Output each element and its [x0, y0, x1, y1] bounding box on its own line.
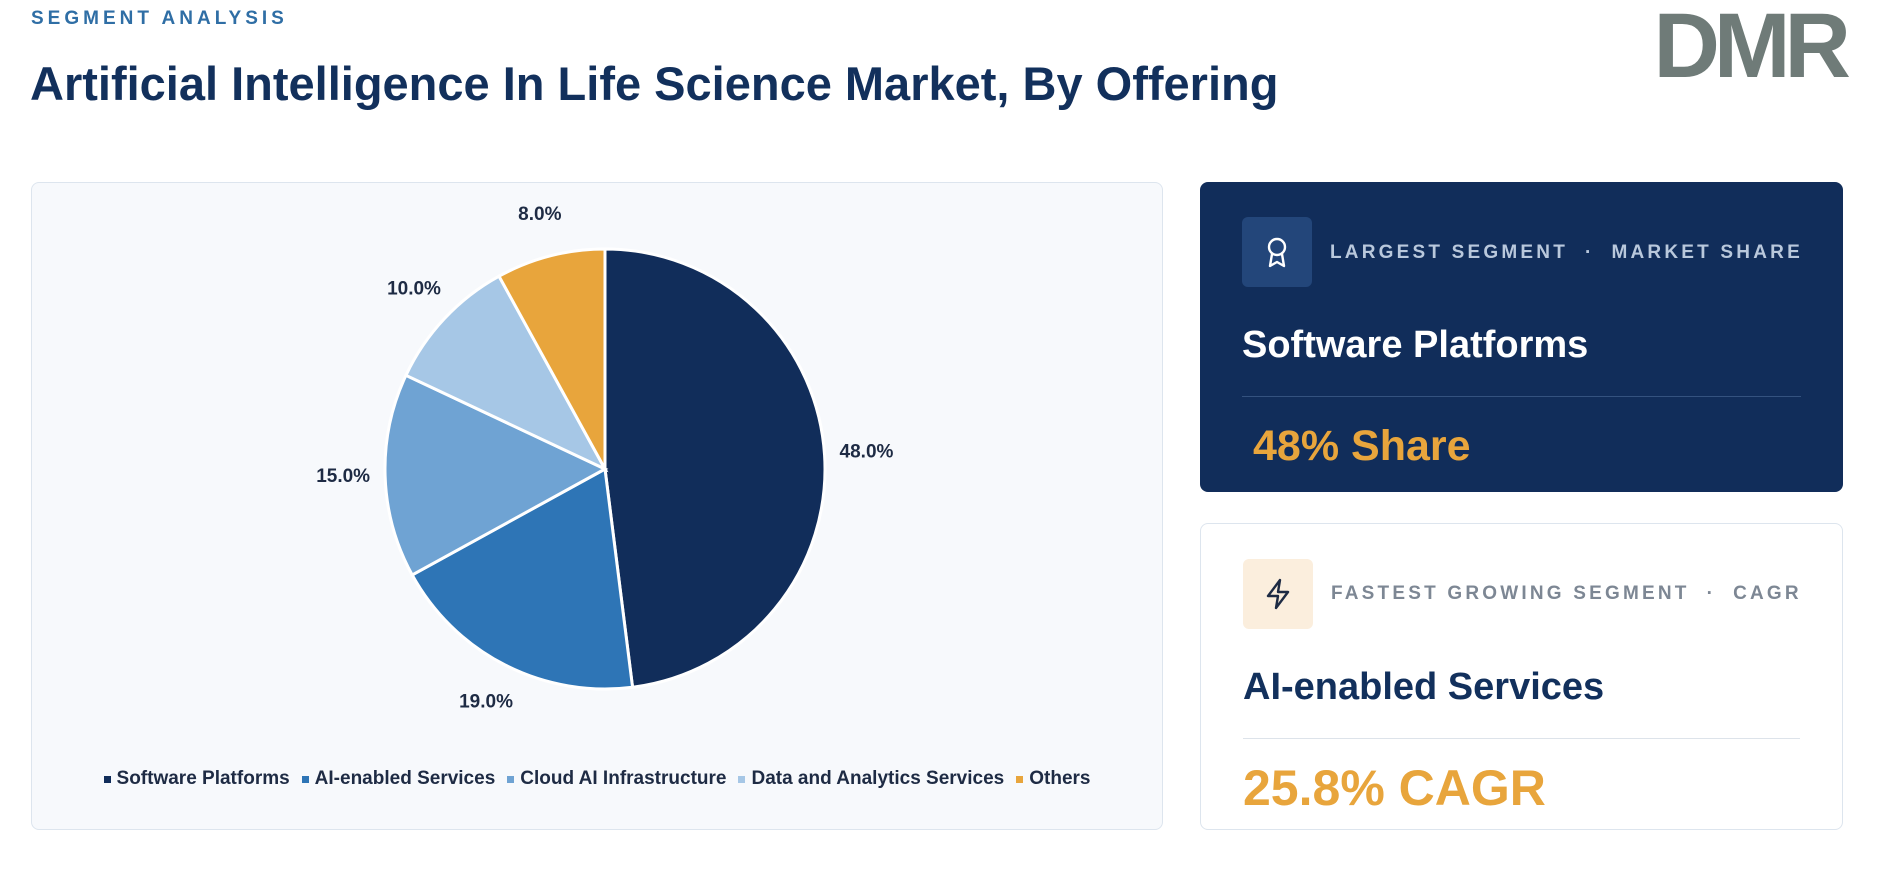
legend-swatch [301, 775, 309, 783]
legend-item: Cloud AI Infrastructure [507, 768, 726, 790]
legend-label: Data and Analytics Services [751, 768, 1005, 789]
legend: Software Platforms AI-enabled Services Clo… [32, 768, 1162, 790]
slice-label: 19.0% [459, 691, 513, 712]
metric: MARKET SHARE [1611, 242, 1803, 263]
card-kicker: FASTEST GROWING SEGMENT · CAGR [1331, 583, 1802, 605]
legend-label: Cloud AI Infrastructure [520, 768, 727, 789]
pie-chart: 48.0% 19.0% 15.0% 10.0% 8.0% [316, 204, 894, 712]
slice-label: 10.0% [387, 279, 441, 300]
divider [1242, 396, 1801, 397]
chart-card: 48.0% 19.0% 15.0% 10.0% 8.0% Software Platfo… [31, 182, 1163, 830]
pie-slice [410, 466, 635, 691]
legend-swatch [507, 775, 515, 783]
award-icon [1242, 217, 1312, 287]
segment-name: Software Platforms [1242, 324, 1589, 366]
pie-slice [403, 274, 609, 473]
pie-slice [383, 373, 609, 578]
eyebrow: SEGMENT ANALYSIS [31, 8, 288, 29]
largest-segment-card: LARGEST SEGMENT · MARKET SHARE Software … [1200, 182, 1843, 492]
divider [1243, 738, 1800, 739]
legend-swatch [738, 775, 746, 783]
metric: CAGR [1733, 583, 1802, 604]
legend-label: AI-enabled Services [314, 768, 496, 789]
legend-swatch [103, 775, 111, 783]
separator: · [1706, 583, 1717, 604]
slice-label: 15.0% [316, 466, 370, 487]
slice-label: 48.0% [840, 442, 894, 463]
separator: · [1584, 242, 1595, 263]
segment-value: 25.8% CAGR [1243, 760, 1546, 816]
legend-swatch [1016, 775, 1024, 783]
segment-name: AI-enabled Services [1243, 666, 1605, 708]
page-title: Artificial Intelligence In Life Science … [30, 57, 1279, 110]
slice-label: 8.0% [518, 204, 561, 225]
legend-label: Others [1029, 768, 1091, 789]
segment-value: 48% Share [1253, 422, 1471, 470]
kicker: LARGEST SEGMENT [1330, 242, 1569, 263]
legend-label: Software Platforms [116, 768, 290, 789]
card-kicker: LARGEST SEGMENT · MARKET SHARE [1330, 242, 1803, 264]
legend-item: Others [1016, 768, 1090, 790]
pie-slice [496, 247, 607, 470]
bolt-icon [1243, 559, 1313, 629]
legend-item: AI-enabled Services [301, 768, 496, 790]
fastest-growing-card: FASTEST GROWING SEGMENT · CAGR AI-enable… [1200, 523, 1843, 830]
legend-item: Data and Analytics Services [738, 768, 1004, 790]
logo: DMR [1653, 0, 1851, 97]
pie-slice [603, 247, 827, 689]
legend-item: Software Platforms [103, 768, 290, 790]
kicker: FASTEST GROWING SEGMENT [1331, 583, 1690, 604]
